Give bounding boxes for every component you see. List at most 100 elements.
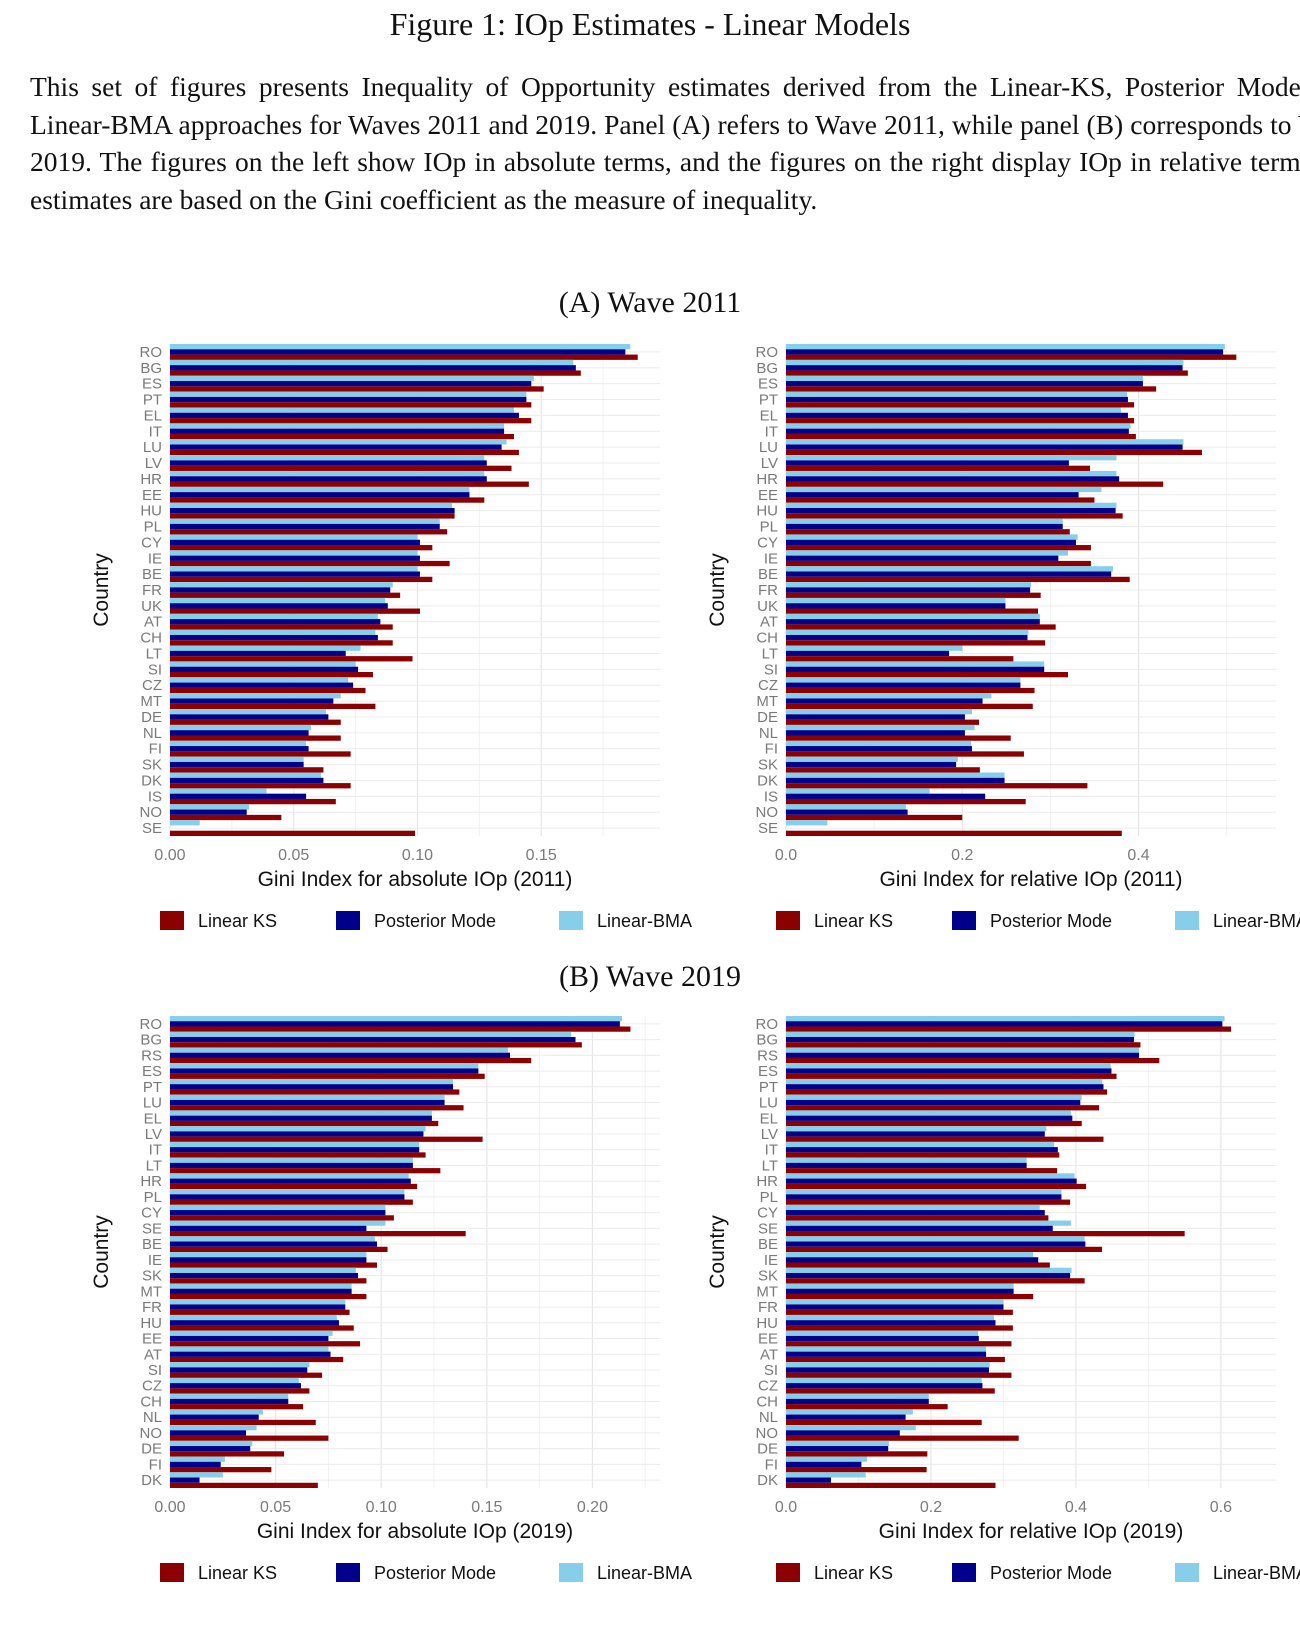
y-tick-label-bg: BG	[756, 360, 778, 377]
bar-linear-ks-fi	[170, 751, 351, 757]
bar-linear-ks-ee	[786, 497, 1095, 503]
y-tick-label-nl: NL	[143, 725, 162, 742]
bar-linear-bma-nl	[786, 724, 975, 731]
y-tick-label-hr: HR	[756, 1173, 778, 1190]
bar-linear-bma-se	[786, 1220, 1071, 1226]
y-tick-label-fr: FR	[142, 582, 162, 599]
x-tick-label: 0.0	[775, 1499, 797, 1516]
bar-linear-bma-si	[170, 661, 356, 667]
bar-posterior-mode-no	[170, 1430, 247, 1436]
y-tick-label-si: SI	[764, 661, 778, 678]
bar-posterior-mode-lt	[786, 650, 950, 657]
y-tick-label-pt: PT	[143, 392, 162, 409]
bar-linear-ks-it	[170, 433, 514, 440]
bar-posterior-mode-bg	[786, 365, 1183, 371]
bar-linear-bma-ee	[170, 486, 470, 493]
bar-posterior-mode-fi	[786, 746, 972, 752]
bar-linear-ks-el	[786, 1120, 1082, 1127]
bar-linear-ks-ee	[786, 1341, 1012, 1347]
y-tick-label-hr: HR	[140, 1173, 162, 1190]
y-tick-label-lu: LU	[143, 439, 162, 456]
bar-posterior-mode-rs	[786, 1052, 1140, 1058]
bar-linear-ks-bg	[786, 370, 1188, 376]
bar-linear-ks-hr	[786, 1183, 1087, 1190]
bar-posterior-mode-bg	[170, 365, 576, 371]
y-tick-label-ee: EE	[142, 487, 162, 504]
bar-linear-ks-cz	[170, 1388, 310, 1394]
bar-posterior-mode-de	[170, 1446, 251, 1452]
bar-linear-ks-mt	[786, 1293, 1034, 1300]
bar-linear-ks-cy	[786, 1215, 1049, 1221]
bar-linear-bma-ee	[786, 486, 1102, 493]
y-tick-label-pl: PL	[760, 519, 778, 536]
bar-linear-bma-lt	[786, 645, 963, 651]
bar-posterior-mode-no	[786, 1430, 900, 1436]
bar-linear-bma-nl	[170, 1409, 263, 1415]
y-tick-label-fi: FI	[765, 741, 778, 758]
bar-posterior-mode-ro	[170, 1021, 620, 1027]
bar-posterior-mode-hu	[170, 508, 455, 514]
bar-linear-ks-hu	[786, 1325, 1013, 1331]
y-tick-label-es: ES	[758, 1063, 778, 1080]
bar-linear-ks-ro	[170, 354, 638, 360]
bar-posterior-mode-fr	[170, 587, 391, 593]
bar-posterior-mode-hu	[786, 1320, 996, 1326]
y-tick-label-sk: SK	[758, 1268, 778, 1285]
y-tick-label-hu: HU	[140, 503, 162, 520]
bar-posterior-mode-hr	[170, 476, 487, 482]
bar-posterior-mode-sk	[170, 761, 304, 768]
legend-swatch-linear-bma	[559, 911, 583, 930]
bar-linear-ks-rs	[170, 1057, 532, 1064]
y-tick-label-pl: PL	[760, 1189, 778, 1206]
y-tick-label-lu: LU	[143, 1095, 162, 1112]
bar-posterior-mode-cz	[170, 1383, 301, 1389]
bar-linear-ks-si	[170, 672, 373, 678]
bar-posterior-mode-it	[170, 428, 505, 434]
y-tick-label-lt: LT	[146, 1157, 162, 1174]
bar-linear-bma-lu	[170, 1094, 445, 1100]
bar-linear-ks-fi	[170, 1467, 272, 1473]
bar-linear-bma-lu	[786, 1094, 1082, 1100]
bar-linear-ks-ie	[786, 560, 1091, 567]
bar-posterior-mode-ch	[786, 634, 1028, 641]
bar-linear-bma-be	[786, 566, 1113, 572]
bar-posterior-mode-cz	[786, 1383, 983, 1389]
bar-posterior-mode-ee	[786, 1335, 979, 1342]
y-tick-label-at: AT	[144, 1346, 162, 1363]
bar-linear-bma-hr	[786, 470, 1117, 477]
bar-linear-ks-lv	[786, 465, 1091, 471]
y-tick-label-si: SI	[148, 661, 162, 678]
y-tick-label-fr: FR	[142, 1299, 162, 1316]
bar-linear-bma-dk	[786, 772, 1005, 778]
bar-linear-bma-lt	[786, 1157, 1027, 1163]
x-tick-label: 0.15	[471, 1499, 502, 1516]
bar-linear-ks-at	[786, 1356, 1005, 1363]
bar-posterior-mode-cy	[786, 539, 1076, 546]
panel-a-title: (A) Wave 2011	[558, 286, 742, 319]
bar-linear-ks-nl	[170, 735, 341, 741]
bar-posterior-mode-sk	[170, 1272, 358, 1279]
bar-linear-ks-hr	[170, 481, 529, 487]
bar-linear-ks-ro	[786, 354, 1237, 360]
bar-linear-bma-ie	[786, 1252, 1034, 1258]
y-axis-title: Country	[90, 1215, 113, 1289]
y-tick-label-se: SE	[758, 1220, 778, 1237]
x-axis-title: Gini Index for absolute IOp (2011)	[258, 868, 573, 891]
bar-linear-bma-es	[786, 375, 1143, 382]
bar-posterior-mode-de	[170, 714, 329, 720]
bar-posterior-mode-be	[786, 571, 1112, 577]
y-tick-label-lv: LV	[145, 455, 162, 472]
legend-label-posterior-mode: Posterior Mode	[990, 911, 1112, 931]
bar-posterior-mode-es	[786, 381, 1143, 387]
bar-posterior-mode-sk	[786, 1272, 1071, 1279]
bar-linear-ks-pt	[786, 1089, 1108, 1095]
legend-swatch-posterior-mode	[952, 1563, 976, 1582]
bar-linear-bma-hr	[170, 470, 485, 477]
y-tick-label-es: ES	[758, 376, 778, 393]
bar-linear-ks-cz	[786, 1388, 995, 1394]
bar-linear-bma-mt	[170, 693, 341, 699]
legend-swatch-posterior-mode	[336, 911, 360, 930]
bar-linear-bma-fi	[786, 1456, 868, 1462]
x-tick-label: 0.4	[1065, 1499, 1087, 1516]
bar-linear-bma-it	[786, 1141, 1055, 1148]
